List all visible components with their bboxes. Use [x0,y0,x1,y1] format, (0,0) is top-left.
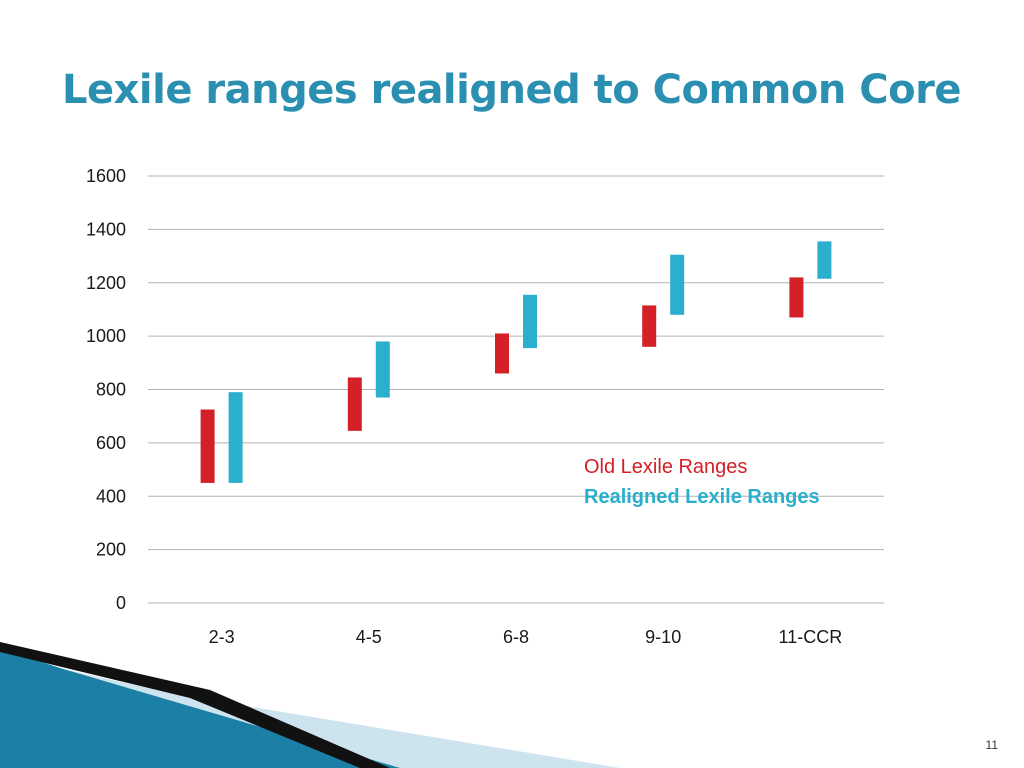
realigned-range-bar-6-8 [523,294,537,349]
y-tick-label: 1200 [86,273,126,293]
y-tick-label: 600 [96,433,126,453]
old-range-bar-11-CCR [789,277,804,318]
page-number: 11 [985,738,998,752]
swoosh-blue [0,648,400,768]
slide-title: Lexile ranges realigned to Common Core [62,67,961,113]
old-range-bar-9-10 [642,305,657,347]
x-tick-label: 11-CCR [779,627,843,647]
x-tick-label: 4-5 [356,627,382,647]
realigned-range-bar-11-CCR [817,241,832,279]
gridlines [148,175,884,604]
legend: Old Lexile Ranges Realigned Lexile Range… [584,456,820,508]
legend-old-lexile-ranges: Old Lexile Ranges [584,456,747,478]
y-tick-label: 1400 [86,219,126,239]
range-bars [200,241,832,483]
old-range-bar-4-5 [347,377,362,431]
y-tick-label: 400 [96,486,126,506]
realigned-range-bar-4-5 [375,341,390,398]
decorative-swoosh [0,642,620,768]
y-tick-label: 0 [116,593,126,613]
legend-realigned-lexile-ranges: Realigned Lexile Ranges [584,486,820,508]
x-tick-label: 6-8 [503,627,529,647]
old-range-bar-6-8 [495,333,509,374]
realigned-range-bar-9-10 [670,254,685,315]
x-tick-label: 2-3 [209,627,235,647]
y-tick-label: 800 [96,380,126,400]
x-tick-label: 9-10 [645,627,681,647]
y-tick-label: 1600 [86,166,126,186]
x-axis-ticks: 2-3 4-5 6-8 9-10 11-CCR [209,627,843,647]
realigned-range-bar-2-3 [228,392,243,483]
y-tick-label: 200 [96,540,126,560]
y-axis-ticks: 0 200 400 600 800 1000 1200 1400 1600 [86,166,126,613]
swoosh-dark [0,642,390,768]
old-range-bar-2-3 [200,409,215,483]
y-tick-label: 1000 [86,326,126,346]
